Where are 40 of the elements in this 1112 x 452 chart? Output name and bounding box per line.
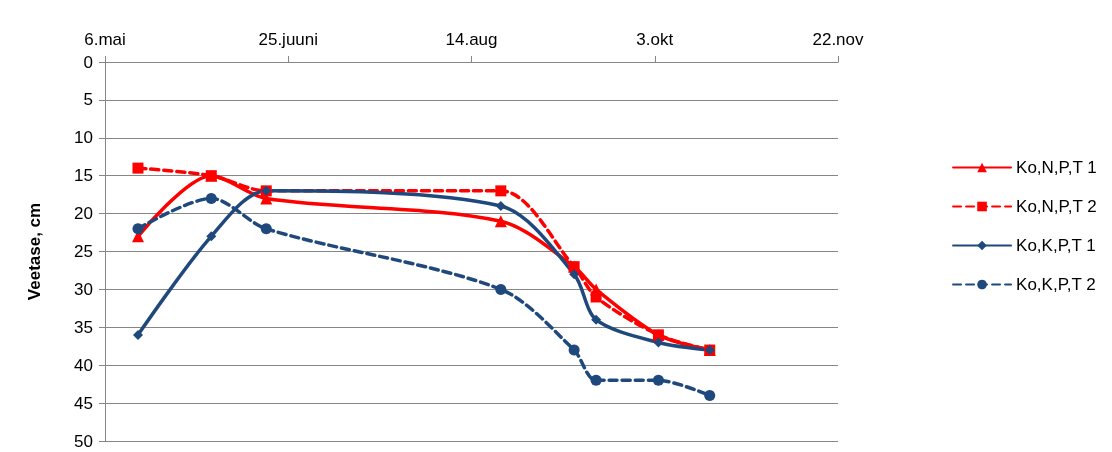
- point: [132, 223, 144, 235]
- y-tick-label: 0: [83, 52, 93, 72]
- legend-label: Ko,N,P,T 1: [1016, 158, 1097, 177]
- y-tick-label: 20: [74, 204, 93, 224]
- point: [205, 192, 217, 204]
- y-tick-label: 25: [74, 242, 93, 261]
- x-tick-label: 14.aug: [445, 30, 498, 49]
- point: [653, 337, 664, 348]
- legend-label: Ko,N,P,T 2: [1016, 197, 1097, 216]
- y-tick-label: 5: [83, 90, 93, 110]
- y-tick-label: 50: [74, 431, 93, 451]
- y-tick-label: 35: [74, 317, 93, 337]
- y-axis-title: Veetase, cm: [25, 202, 44, 301]
- y-tick-label: 15: [74, 166, 93, 186]
- point: [704, 390, 716, 402]
- point: [132, 329, 143, 340]
- legend-label: Ko,K,P,T 1: [1016, 236, 1096, 255]
- point: [132, 162, 144, 174]
- y-tick-label: 10: [74, 128, 93, 148]
- point: [652, 374, 664, 386]
- point: [495, 283, 507, 295]
- y-tick-label: 30: [74, 279, 93, 299]
- point: [590, 291, 602, 303]
- point: [652, 329, 664, 341]
- point: [591, 314, 602, 325]
- x-tick-label: 3.okt: [636, 30, 674, 49]
- point: [494, 215, 507, 228]
- y-tick-label: 45: [74, 393, 93, 413]
- y-tick-label: 40: [74, 355, 93, 375]
- point: [206, 231, 217, 242]
- x-tick-label: 6.mai: [84, 30, 126, 49]
- x-tick-label: 22.nov: [812, 30, 865, 49]
- x-tick-label: 25.juuni: [258, 30, 319, 49]
- point: [260, 223, 272, 235]
- point: [568, 344, 580, 356]
- point: [590, 374, 602, 386]
- point: [569, 269, 580, 280]
- legend-label: Ko,K,P,T 2: [1016, 275, 1096, 294]
- point: [495, 185, 507, 197]
- point: [495, 201, 506, 212]
